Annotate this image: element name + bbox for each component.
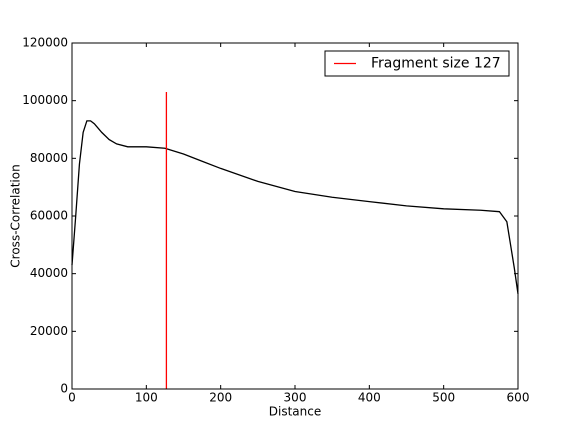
x-tick-label: 0 bbox=[68, 391, 76, 405]
x-tick-label: 300 bbox=[284, 391, 307, 405]
y-tick-label: 100000 bbox=[22, 93, 68, 107]
x-tick-label: 500 bbox=[432, 391, 455, 405]
x-tick-label: 600 bbox=[507, 391, 530, 405]
y-tick-label: 80000 bbox=[30, 151, 68, 165]
x-axis-label: Distance bbox=[269, 405, 321, 419]
x-tick-label: 100 bbox=[135, 391, 158, 405]
legend-label: Fragment size 127 bbox=[371, 56, 501, 72]
y-tick-label: 120000 bbox=[22, 36, 68, 50]
y-tick-label: 60000 bbox=[30, 209, 68, 223]
y-tick-label: 0 bbox=[60, 382, 68, 396]
x-tick-label: 400 bbox=[358, 391, 381, 405]
plot-frame bbox=[71, 42, 519, 390]
x-tick-label: 200 bbox=[209, 391, 232, 405]
data-line bbox=[71, 120, 519, 294]
y-tick-label: 20000 bbox=[30, 324, 68, 338]
y-axis-label: Cross-Correlation bbox=[9, 164, 23, 267]
y-tick-label: 40000 bbox=[30, 266, 68, 280]
